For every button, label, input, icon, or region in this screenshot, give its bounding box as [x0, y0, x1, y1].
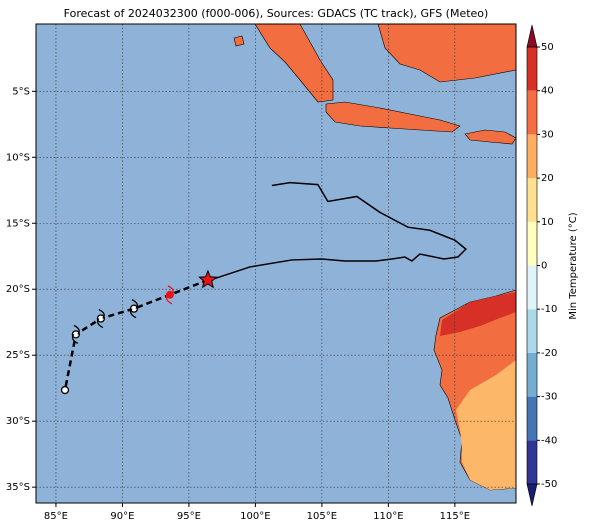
colorbar-under [526, 483, 538, 507]
colorbar-tick-label: 0 [541, 261, 547, 272]
sumatra [254, 23, 334, 103]
colorbar-band [527, 134, 537, 179]
australia-north [440, 292, 516, 336]
storm-symbol [96, 308, 105, 329]
lat-tick-label: 15°S [6, 218, 30, 229]
observed-track [207, 181, 467, 282]
lon-tick-label: 115°E [440, 511, 470, 522]
colorbar-band [527, 90, 537, 135]
forecast-track [63, 278, 209, 391]
storm-symbol [165, 285, 174, 305]
storm-symbol [130, 299, 138, 319]
colorbar-band [527, 440, 537, 484]
colorbar-tick-label: 30 [541, 129, 554, 140]
lon-tick-label: 90°E [110, 511, 134, 522]
lat-tick-label: 20°S [6, 284, 30, 295]
colorbar-band [527, 396, 537, 441]
colorbar-band [527, 178, 537, 222]
lat-tick-label: 25°S [6, 350, 30, 361]
colorbar-tick-label: -20 [541, 348, 557, 359]
colorbar-tick-label: 20 [541, 173, 554, 184]
colorbar-over [526, 24, 538, 48]
lon-tick-label: 85°E [44, 511, 68, 522]
java [325, 101, 461, 133]
map [35, 23, 517, 504]
current-position [198, 269, 218, 289]
forecast-point [71, 330, 81, 339]
lat-tick-label: 35°S [6, 482, 30, 493]
colorbar-tick-label: -50 [541, 479, 557, 490]
islands [464, 129, 517, 145]
ocean [36, 24, 516, 503]
lon-tick-label: 95°E [177, 511, 201, 522]
colorbar-tick-label: -40 [541, 435, 557, 446]
colorbar-tick-label: -30 [541, 392, 557, 403]
colorbar-band [527, 221, 537, 266]
lat-tick-label: 30°S [6, 416, 30, 427]
forecast-point [60, 385, 70, 395]
lon-tick-label: 110°E [373, 511, 403, 522]
colorbar-tick-label: -10 [541, 304, 557, 315]
colorbar-band [527, 47, 537, 91]
colorbar-label: Min Temperature (°C) [568, 212, 579, 319]
island-small [233, 35, 245, 47]
storm-symbol [71, 324, 80, 344]
colorbar-tick-label: 40 [541, 86, 554, 97]
forecast-point [165, 290, 174, 299]
lat-tick-label: 5°S [12, 86, 30, 97]
colorbar-tick-label: 50 [541, 42, 554, 53]
forecast-point [96, 314, 106, 323]
colorbar-band [527, 309, 537, 353]
colorbar-tick-label: 10 [541, 217, 554, 228]
title: Forecast of 2024032300 (f000-006), Sourc… [64, 7, 489, 20]
map-frame [35, 23, 517, 504]
colorbar-band [527, 265, 537, 310]
forecast-point [129, 304, 139, 313]
lon-tick-label: 105°E [307, 511, 337, 522]
australia-south [456, 360, 516, 490]
lon-tick-label: 100°E [240, 511, 270, 522]
lat-tick-label: 10°S [6, 152, 30, 163]
colorbar-band [527, 352, 537, 397]
